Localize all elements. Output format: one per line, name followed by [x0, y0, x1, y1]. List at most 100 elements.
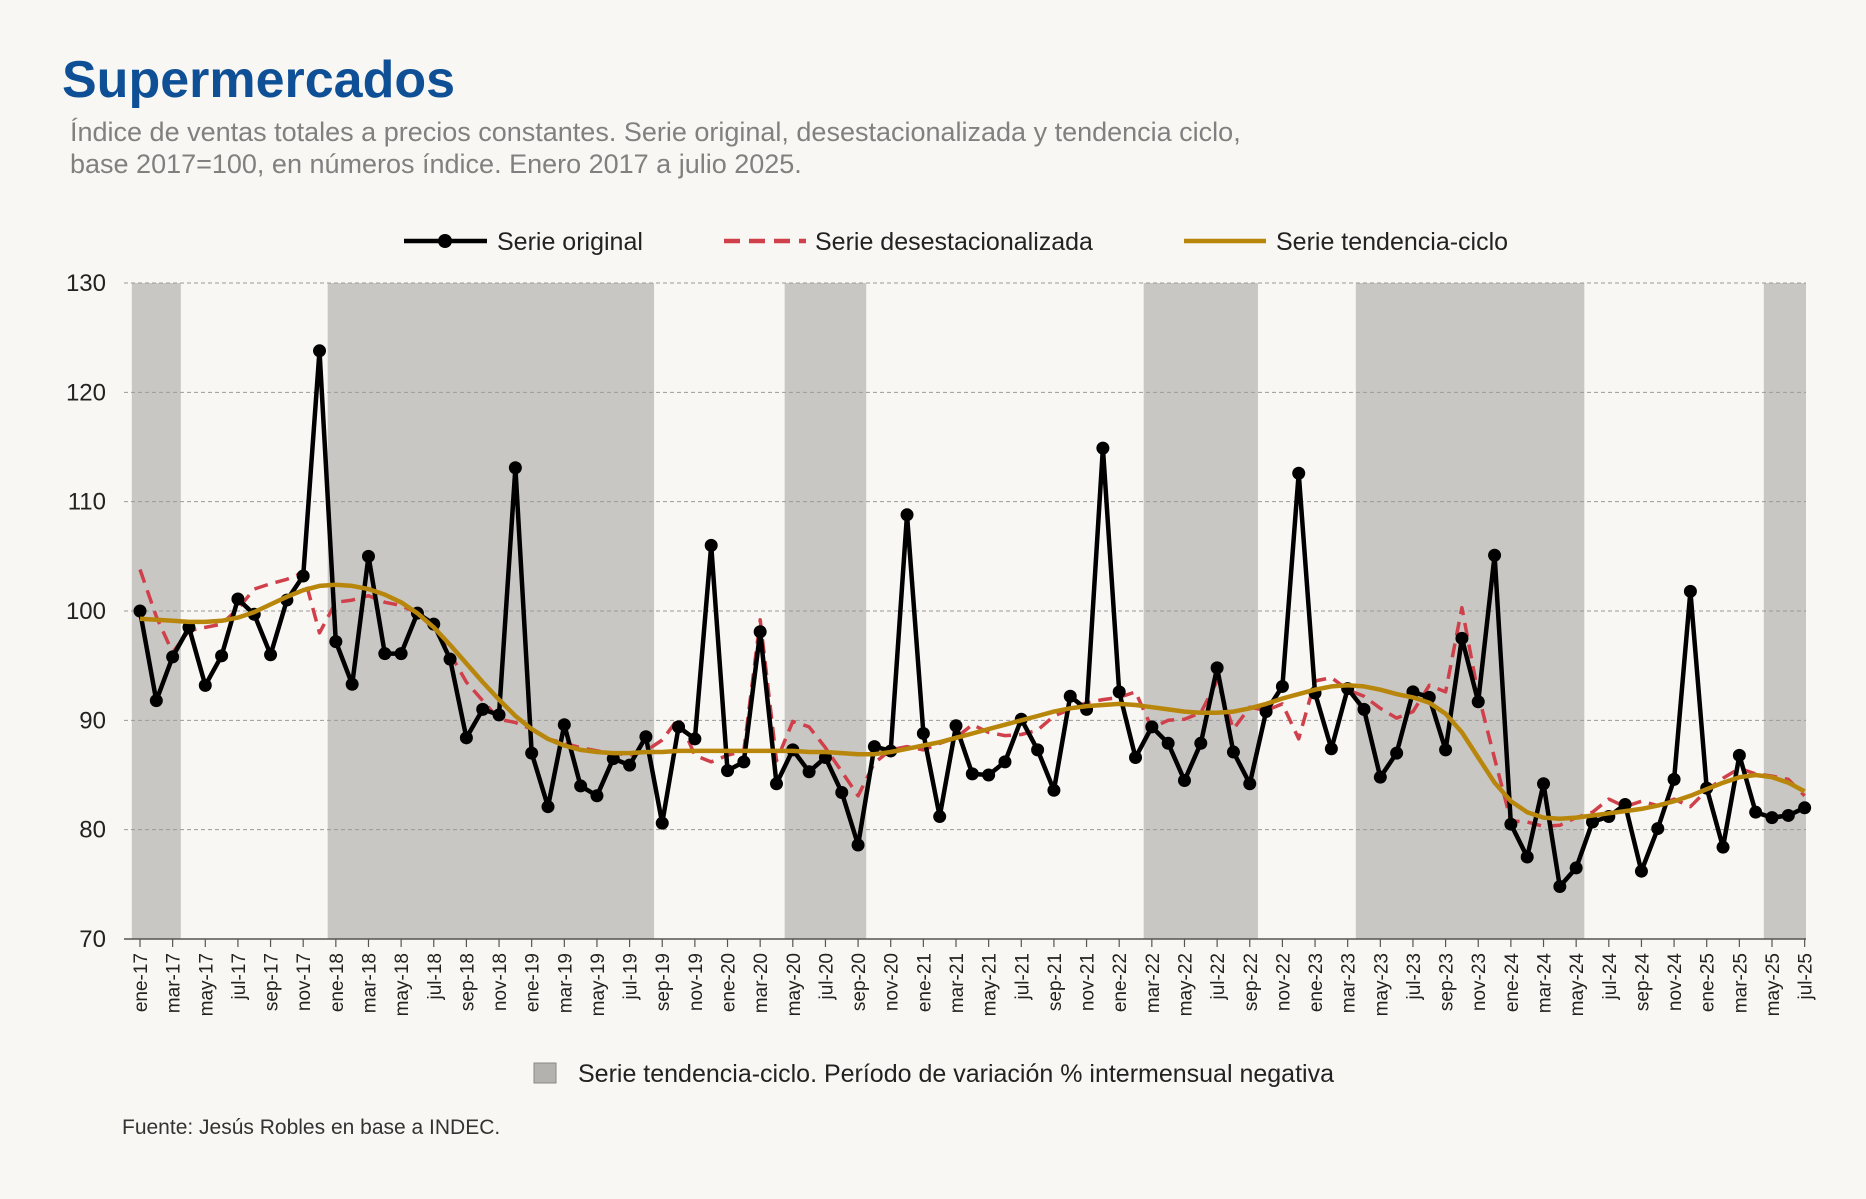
- x-tick-label-sep-21: sep-21: [1045, 953, 1066, 1011]
- point-original-25: [541, 800, 555, 814]
- legend-label-trend: Serie tendencia-ciclo: [1276, 228, 1508, 256]
- point-original-85: [1520, 850, 1534, 864]
- point-original-57: [1063, 689, 1077, 703]
- x-tick-label-nov-20: nov-20: [882, 953, 903, 1011]
- point-original-36: [721, 764, 735, 778]
- point-original-32: [655, 816, 669, 830]
- point-original-55: [1031, 743, 1045, 757]
- x-tick-label-ene-24: ene-24: [1502, 953, 1523, 1013]
- legend: Serie original Serie desestacionalizada …: [404, 228, 1508, 256]
- x-tick-label-jul-18: jul-18: [425, 953, 446, 1000]
- x-tick-label-sep-19: sep-19: [653, 953, 674, 1011]
- legend-item-trend: Serie tendencia-ciclo: [1184, 228, 1508, 256]
- point-original-51: [965, 767, 979, 781]
- point-original-19: [443, 652, 457, 666]
- x-tick-label-sep-20: sep-20: [849, 953, 870, 1011]
- point-original-34: [688, 732, 702, 746]
- x-tick-label-may-23: may-23: [1371, 953, 1392, 1016]
- x-tick-label-ene-25: ene-25: [1698, 953, 1719, 1012]
- x-tick-label-mar-23: mar-23: [1339, 953, 1360, 1013]
- x-tick-label-mar-18: mar-18: [359, 953, 380, 1013]
- point-original-28: [590, 789, 604, 803]
- point-original-61: [1129, 751, 1143, 765]
- x-tick-label-sep-24: sep-24: [1632, 953, 1653, 1012]
- x-tick-label-may-25: may-25: [1763, 953, 1784, 1016]
- shade-legend-swatch: [533, 1062, 557, 1084]
- x-tick-label-may-22: may-22: [1175, 953, 1196, 1016]
- point-original-97: [1716, 840, 1730, 854]
- x-tick-label-mar-20: mar-20: [751, 953, 772, 1013]
- x-tick-label-ene-23: ene-23: [1306, 953, 1327, 1012]
- point-original-10: [296, 569, 310, 583]
- point-original-60: [1112, 685, 1126, 699]
- point-original-101: [1781, 808, 1795, 822]
- point-original-98: [1732, 748, 1746, 762]
- point-original-41: [802, 765, 816, 779]
- point-original-49: [933, 810, 947, 824]
- point-original-6: [231, 592, 245, 606]
- grid-lines: [124, 282, 1806, 831]
- point-original-81: [1455, 631, 1469, 645]
- x-tick-label-ene-22: ene-22: [1110, 953, 1131, 1012]
- x-tick-label-mar-19: mar-19: [555, 953, 576, 1013]
- x-tick-label-sep-23: sep-23: [1437, 953, 1458, 1011]
- x-tick-label-may-19: may-19: [588, 953, 609, 1016]
- x-tick-label-sep-22: sep-22: [1241, 953, 1262, 1011]
- source-note: Fuente: Jesús Robles en base a INDEC.: [122, 1116, 501, 1139]
- point-original-31: [639, 730, 653, 744]
- chart-subtitle: Índice de ventas totales a precios const…: [70, 116, 1450, 180]
- point-original-45: [867, 740, 881, 754]
- point-original-80: [1439, 743, 1453, 757]
- x-tick-label-ene-17: ene-17: [131, 953, 152, 1012]
- point-original-11: [313, 344, 327, 358]
- axes: 70 80 90 100 110 120 130 ene-17 mar-17 may-17 jul-…: [66, 270, 1817, 1016]
- point-original-21: [476, 702, 490, 716]
- subtitle-line-1: Índice de ventas totales a precios const…: [70, 117, 1241, 147]
- y-tick-label-120: 120: [66, 379, 106, 406]
- y-tick-label-80: 80: [79, 817, 106, 844]
- point-original-24: [525, 746, 539, 760]
- subtitle-line-2: base 2017=100, en números índice. Enero …: [70, 149, 802, 179]
- x-tick-label-nov-17: nov-17: [294, 953, 315, 1011]
- point-original-73: [1324, 742, 1338, 756]
- legend-label-seasonal: Serie desestacionalizada: [815, 228, 1093, 256]
- point-original-50: [949, 719, 963, 733]
- point-original-64: [1177, 773, 1191, 787]
- series-tendencia-ciclo: [139, 582, 1806, 821]
- x-tick-label-ene-19: ene-19: [523, 953, 544, 1012]
- point-original-48: [916, 726, 930, 740]
- point-original-20: [459, 731, 473, 745]
- x-tick-label-may-17: may-17: [196, 953, 217, 1016]
- point-original-83: [1488, 548, 1502, 562]
- point-original-56: [1047, 783, 1061, 797]
- point-original-95: [1683, 584, 1697, 598]
- point-original-59: [1096, 441, 1110, 455]
- point-original-93: [1651, 822, 1665, 836]
- point-original-62: [1145, 720, 1159, 734]
- point-original-92: [1634, 864, 1648, 878]
- point-original-14: [361, 549, 375, 563]
- x-tick-label-nov-24: nov-24: [1665, 953, 1686, 1012]
- point-original-94: [1667, 772, 1681, 786]
- x-tick-label-jul-17: jul-17: [229, 953, 250, 1000]
- point-original-2: [166, 650, 180, 664]
- point-original-22: [492, 708, 506, 722]
- y-tick-label-130: 130: [66, 270, 106, 297]
- point-original-52: [982, 768, 996, 782]
- point-original-27: [574, 779, 588, 793]
- point-original-33: [672, 720, 686, 734]
- x-tick-label-jul-22: jul-22: [1208, 953, 1229, 1000]
- point-original-37: [737, 755, 751, 769]
- point-original-102: [1798, 801, 1812, 815]
- y-tick-label-90: 90: [79, 707, 106, 734]
- x-tick-label-jul-20: jul-20: [816, 953, 837, 1000]
- point-original-70: [1275, 679, 1289, 693]
- legend-label-original: Serie original: [497, 228, 643, 256]
- x-tick-label-nov-18: nov-18: [490, 953, 511, 1011]
- legend-item-original: Serie original: [404, 228, 643, 256]
- point-original-47: [900, 508, 914, 522]
- point-original-100: [1765, 811, 1779, 825]
- point-original-0: [133, 604, 147, 618]
- x-tick-label-may-24: may-24: [1567, 953, 1588, 1017]
